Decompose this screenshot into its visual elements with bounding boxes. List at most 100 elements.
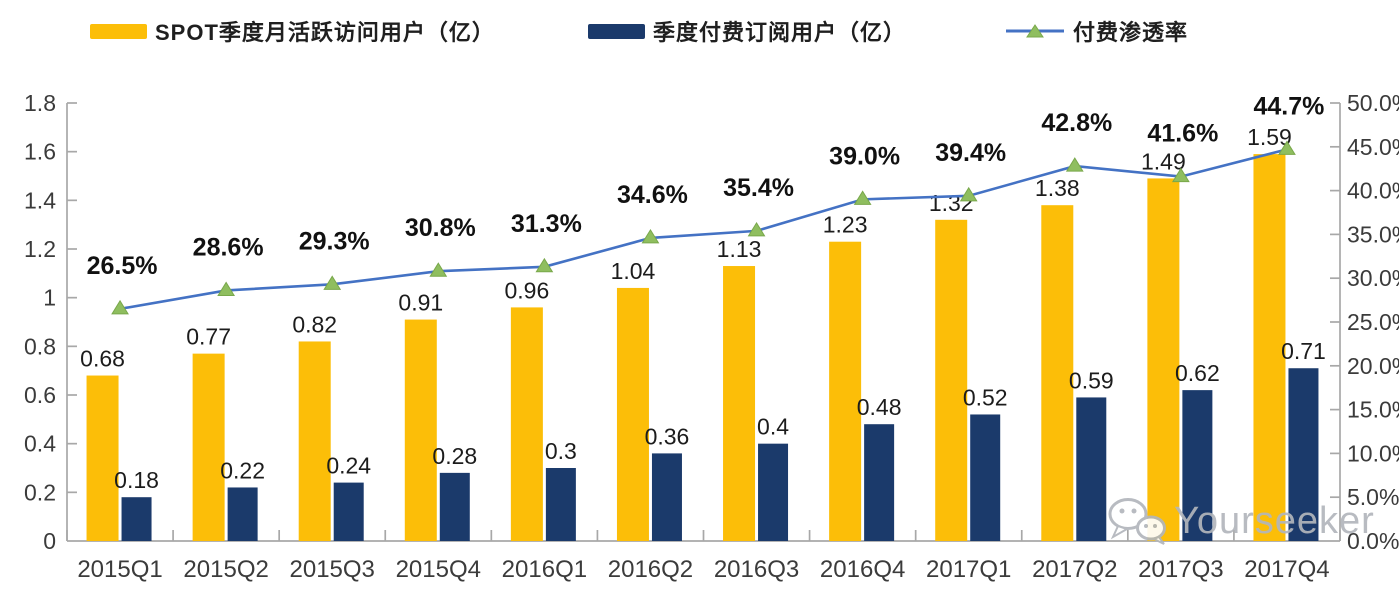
left-axis-tick-label: 0.6 xyxy=(24,382,56,408)
left-axis-tick-label: 1 xyxy=(43,285,56,311)
left-axis-tick-label: 0.8 xyxy=(24,333,56,359)
subscribers-value-label: 0.22 xyxy=(220,457,265,483)
bar-mau xyxy=(404,319,437,541)
bar-mau xyxy=(723,266,756,541)
legend-swatch-subscribers-bar xyxy=(588,23,645,39)
mau-value-label: 1.49 xyxy=(1141,148,1186,174)
left-axis-tick-label: 0.4 xyxy=(24,431,56,457)
bar-mau xyxy=(1041,205,1074,541)
bar-subscribers xyxy=(1288,368,1319,541)
subscribers-value-label: 0.59 xyxy=(1069,367,1114,393)
subscribers-value-label: 0.4 xyxy=(757,414,789,440)
mau-value-label: 0.82 xyxy=(292,311,337,337)
legend-item-subscribers: 季度付费订阅用户（亿） xyxy=(588,16,906,46)
x-axis-category-label: 2016Q2 xyxy=(608,556,693,583)
bar-mau xyxy=(829,241,862,541)
bar-subscribers xyxy=(333,482,364,541)
right-axis-tick-label: 10.0% xyxy=(1347,440,1399,466)
left-axis-tick-label: 1.2 xyxy=(24,236,56,262)
penetration-value-label: 34.6% xyxy=(617,181,688,209)
legend-item-mau: SPOT季度月活跃访问用户（亿） xyxy=(90,16,495,46)
legend-label-subscribers: 季度付费订阅用户（亿） xyxy=(653,20,907,45)
bar-subscribers xyxy=(439,472,470,541)
penetration-marker xyxy=(429,262,448,277)
legend-item-penetration: 付费渗透率 xyxy=(1005,16,1188,46)
penetration-marker xyxy=(641,228,660,244)
penetration-marker xyxy=(535,257,554,273)
right-axis-tick-label: 35.0% xyxy=(1347,221,1399,247)
left-axis-tick-label: 1.4 xyxy=(24,187,56,213)
legend-line-triangle-icon xyxy=(1006,24,1064,38)
left-axis-tick-label: 1.6 xyxy=(24,139,56,165)
bar-subscribers xyxy=(651,453,682,541)
right-axis-tick-label: 30.0% xyxy=(1347,265,1399,291)
mau-value-label: 1.23 xyxy=(823,212,868,238)
subscribers-value-label: 0.52 xyxy=(963,384,1008,410)
x-axis-category-label: 2017Q3 xyxy=(1138,556,1223,583)
right-axis-tick-label: 0.0% xyxy=(1347,528,1399,554)
right-axis-tick-label: 20.0% xyxy=(1347,353,1399,379)
x-axis-category-label: 2016Q3 xyxy=(714,556,799,583)
x-axis-category-label: 2017Q1 xyxy=(926,556,1011,583)
penetration-value-label: 30.8% xyxy=(405,214,476,242)
right-axis-tick-label: 50.0% xyxy=(1347,90,1399,116)
subscribers-value-label: 0.71 xyxy=(1281,338,1326,364)
penetration-value-label: 39.4% xyxy=(935,139,1006,167)
bar-subscribers xyxy=(1182,390,1213,541)
mau-value-label: 0.77 xyxy=(186,324,231,350)
x-axis-category-label: 2015Q3 xyxy=(290,556,375,583)
bar-subscribers xyxy=(970,414,1001,541)
x-axis-category-label: 2016Q1 xyxy=(502,556,587,583)
x-axis-category-label: 2017Q2 xyxy=(1032,556,1117,583)
bar-subscribers xyxy=(227,487,258,541)
penetration-value-label: 29.3% xyxy=(299,227,370,255)
subscribers-value-label: 0.3 xyxy=(545,438,577,464)
penetration-marker xyxy=(853,190,872,205)
bar-mau xyxy=(192,353,225,541)
x-axis-category-label: 2016Q4 xyxy=(820,556,905,583)
bar-mau xyxy=(510,307,543,541)
penetration-value-label: 41.6% xyxy=(1147,120,1218,148)
penetration-marker xyxy=(747,221,766,237)
right-axis-tick-label: 40.0% xyxy=(1347,178,1399,204)
x-axis-category-label: 2015Q1 xyxy=(77,556,162,583)
penetration-value-label: 31.3% xyxy=(511,210,582,238)
bar-subscribers xyxy=(545,468,576,541)
subscribers-value-label: 0.62 xyxy=(1175,360,1220,386)
left-axis-tick-label: 0.2 xyxy=(24,479,56,505)
legend-label-penetration: 付费渗透率 xyxy=(1073,20,1189,45)
legend-swatch-mau-bar xyxy=(90,23,147,39)
penetration-marker xyxy=(1278,140,1296,155)
bar-mau xyxy=(86,375,119,541)
penetration-value-label: 26.5% xyxy=(87,252,158,280)
penetration-line xyxy=(119,148,1288,311)
mau-value-label: 0.96 xyxy=(504,277,549,303)
penetration-marker xyxy=(217,281,236,296)
subscribers-value-label: 0.36 xyxy=(645,423,690,449)
penetration-marker xyxy=(959,186,978,202)
legend-label-mau: SPOT季度月活跃访问用户（亿） xyxy=(155,20,495,45)
penetration-value-label: 44.7% xyxy=(1254,92,1325,120)
penetration-value-label: 39.0% xyxy=(829,142,900,170)
penetration-marker xyxy=(1065,157,1084,172)
subscribers-value-label: 0.18 xyxy=(114,467,159,493)
left-axis-tick-label: 0 xyxy=(43,528,56,554)
bar-mau xyxy=(616,287,649,541)
penetration-marker xyxy=(111,299,129,315)
mau-value-label: 1.13 xyxy=(717,236,762,262)
x-axis-category-label: 2015Q4 xyxy=(396,556,481,583)
subscribers-value-label: 0.48 xyxy=(857,394,902,420)
mau-value-label: 1.38 xyxy=(1035,175,1080,201)
bar-mau xyxy=(1147,178,1180,541)
subscribers-value-label: 0.28 xyxy=(432,443,477,469)
right-axis-tick-label: 5.0% xyxy=(1347,484,1399,510)
penetration-marker xyxy=(1171,167,1190,183)
bar-mau xyxy=(1253,154,1286,541)
bar-subscribers xyxy=(121,497,152,541)
left-axis-tick-label: 1.8 xyxy=(24,90,56,116)
right-axis-tick-label: 15.0% xyxy=(1347,397,1399,423)
bar-mau xyxy=(298,341,331,541)
bar-mau xyxy=(935,219,968,542)
